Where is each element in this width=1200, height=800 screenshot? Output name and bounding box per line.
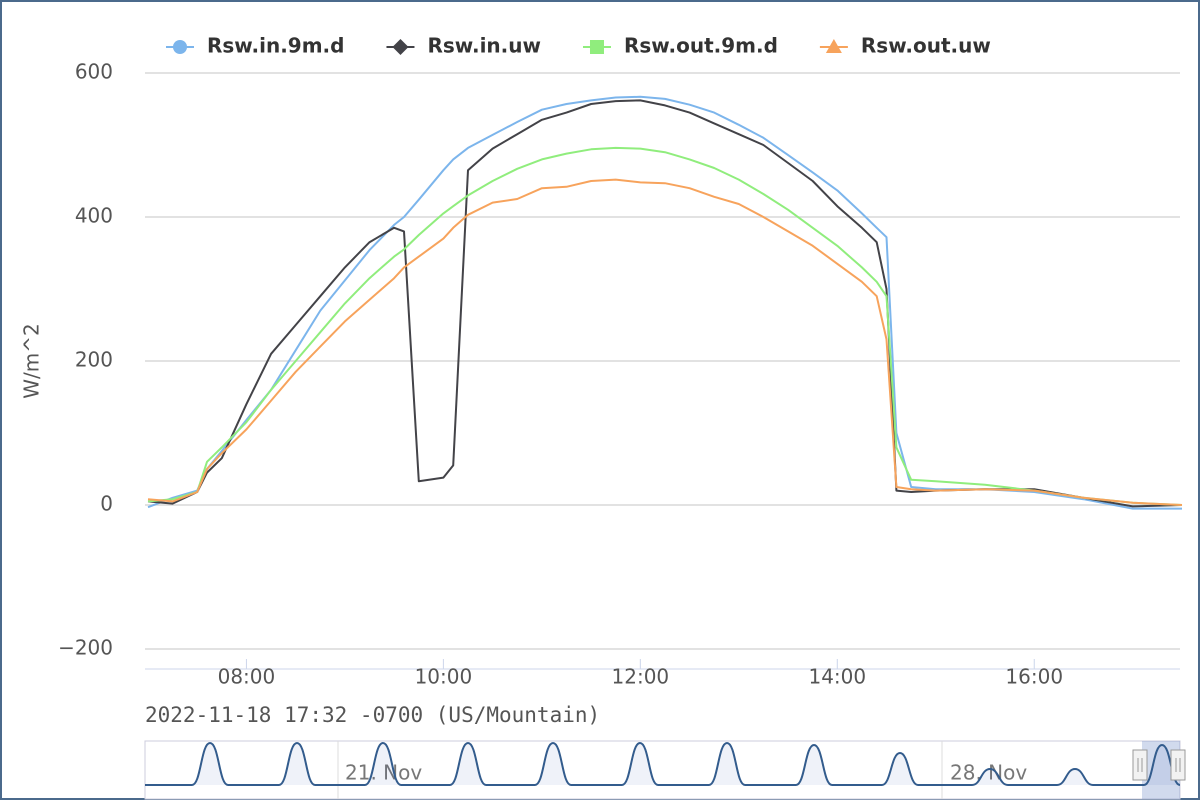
legend-marker xyxy=(825,39,842,53)
series-line xyxy=(147,146,1183,506)
navigator-handle[interactable] xyxy=(1132,749,1148,781)
legend-item[interactable]: Rsw.in.9m.d xyxy=(166,34,344,58)
y-tick-label: 200 xyxy=(75,348,113,372)
legend-item[interactable]: Rsw.in.uw xyxy=(386,34,541,58)
y-tick-label: 0 xyxy=(100,492,113,516)
y-axis-label: W/m^2 xyxy=(20,323,44,398)
x-tick-label: 10:00 xyxy=(415,665,473,689)
x-tick-label: 12:00 xyxy=(612,665,670,689)
series-line xyxy=(147,178,1183,506)
navigator-label: 28. Nov xyxy=(950,761,1027,785)
navigator-series xyxy=(145,741,1181,786)
legend-text: Rsw.out.9m.d xyxy=(624,34,778,58)
grid xyxy=(145,72,1180,650)
legend-item[interactable]: Rsw.out.9m.d xyxy=(582,34,778,58)
navigator-handle[interactable] xyxy=(1170,749,1186,781)
legend-marker xyxy=(589,40,604,54)
legend-item[interactable]: Rsw.out.uw xyxy=(819,34,991,58)
x-tick-label: 08:00 xyxy=(218,665,276,689)
navigator-frame xyxy=(144,740,1181,800)
x-tick-label: 16:00 xyxy=(1005,665,1063,689)
y-tick-label: −200 xyxy=(58,636,113,660)
legend-text: Rsw.in.9m.d xyxy=(207,34,344,58)
legend-text: Rsw.in.uw xyxy=(427,34,541,58)
legend-marker xyxy=(173,40,187,54)
y-tick-label: 600 xyxy=(75,60,113,84)
navigator-label: 21. Nov xyxy=(345,761,422,785)
legend-marker xyxy=(392,39,409,55)
caption: 2022-11-18 17:32 -0700 (US/Mountain) xyxy=(145,703,600,727)
y-tick-label: 400 xyxy=(75,204,113,228)
series-line xyxy=(147,99,1183,508)
legend-text: Rsw.out.uw xyxy=(861,34,991,58)
x-tick-label: 14:00 xyxy=(808,665,866,689)
navigator: 21. Nov 28. Nov xyxy=(144,740,1186,800)
